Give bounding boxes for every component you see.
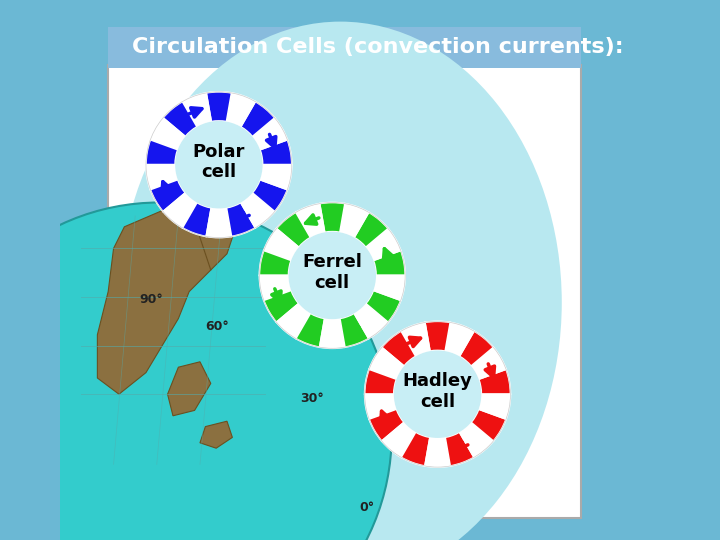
- Wedge shape: [340, 204, 369, 238]
- Wedge shape: [382, 331, 415, 366]
- Wedge shape: [366, 291, 401, 322]
- Wedge shape: [479, 394, 510, 419]
- Polygon shape: [168, 362, 211, 416]
- Wedge shape: [471, 409, 506, 441]
- Text: Hadley
cell: Hadley cell: [402, 372, 472, 411]
- Wedge shape: [425, 321, 450, 351]
- Circle shape: [175, 121, 263, 208]
- Wedge shape: [479, 369, 510, 394]
- Wedge shape: [264, 291, 299, 322]
- Wedge shape: [150, 118, 185, 150]
- Wedge shape: [276, 212, 310, 247]
- Wedge shape: [227, 93, 256, 127]
- Polygon shape: [162, 200, 238, 270]
- Wedge shape: [296, 204, 325, 238]
- Circle shape: [289, 232, 376, 319]
- Wedge shape: [150, 180, 185, 212]
- Wedge shape: [259, 275, 291, 300]
- Wedge shape: [354, 212, 388, 247]
- Wedge shape: [206, 208, 232, 238]
- Polygon shape: [97, 211, 222, 394]
- FancyBboxPatch shape: [529, 16, 600, 518]
- Circle shape: [0, 202, 392, 540]
- Wedge shape: [146, 140, 178, 165]
- Wedge shape: [459, 331, 493, 366]
- Wedge shape: [364, 369, 397, 394]
- Wedge shape: [459, 422, 493, 457]
- Wedge shape: [354, 303, 388, 339]
- Wedge shape: [253, 118, 287, 150]
- Wedge shape: [259, 251, 291, 275]
- Wedge shape: [364, 394, 397, 419]
- Text: Ferrel
cell: Ferrel cell: [302, 253, 362, 292]
- Wedge shape: [445, 432, 474, 466]
- Wedge shape: [240, 193, 275, 228]
- Wedge shape: [374, 275, 405, 300]
- Wedge shape: [401, 432, 430, 466]
- Wedge shape: [366, 228, 401, 260]
- Wedge shape: [425, 437, 450, 467]
- Wedge shape: [382, 422, 415, 457]
- Wedge shape: [320, 319, 345, 348]
- Polygon shape: [200, 421, 233, 448]
- Text: Circulation Cells (convection currents):: Circulation Cells (convection currents):: [132, 37, 624, 57]
- Wedge shape: [260, 140, 292, 165]
- Wedge shape: [260, 165, 292, 190]
- Wedge shape: [276, 303, 310, 339]
- Wedge shape: [264, 228, 299, 260]
- FancyBboxPatch shape: [108, 27, 580, 68]
- Wedge shape: [163, 102, 197, 137]
- Wedge shape: [445, 322, 474, 356]
- Wedge shape: [146, 165, 178, 190]
- FancyBboxPatch shape: [108, 65, 580, 518]
- Text: 60°: 60°: [205, 320, 229, 333]
- Wedge shape: [401, 322, 430, 356]
- Wedge shape: [296, 313, 325, 347]
- Wedge shape: [471, 347, 506, 379]
- Wedge shape: [340, 313, 369, 347]
- Wedge shape: [369, 409, 404, 441]
- Text: 30°: 30°: [300, 392, 323, 405]
- Wedge shape: [240, 102, 275, 137]
- Text: 0°: 0°: [359, 501, 374, 514]
- Wedge shape: [182, 93, 211, 127]
- Wedge shape: [206, 92, 232, 122]
- Wedge shape: [163, 193, 197, 228]
- Wedge shape: [374, 251, 405, 275]
- Circle shape: [394, 350, 481, 438]
- Wedge shape: [369, 347, 404, 379]
- Wedge shape: [182, 202, 211, 237]
- Wedge shape: [227, 202, 256, 237]
- Wedge shape: [253, 180, 287, 212]
- Text: 90°: 90°: [140, 293, 163, 306]
- Text: Polar
cell: Polar cell: [193, 143, 245, 181]
- Ellipse shape: [119, 22, 562, 540]
- Wedge shape: [320, 202, 345, 232]
